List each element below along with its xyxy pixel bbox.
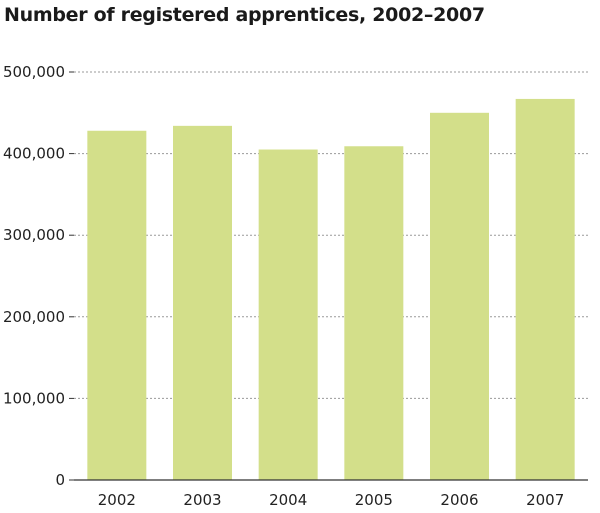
y-tick-label: 500,000 — [3, 63, 65, 81]
bar — [344, 146, 404, 481]
x-tick-label: 2005 — [355, 491, 393, 509]
bar — [258, 149, 318, 480]
y-tick-label: 300,000 — [3, 226, 65, 244]
y-tick-label: 200,000 — [3, 308, 65, 326]
y-axis: 0 100,000 200,000 300,000 400,000 500,000 — [3, 63, 74, 489]
bars — [87, 98, 575, 481]
bar — [87, 130, 147, 480]
bar — [173, 125, 232, 480]
x-axis: 2002 2003 2004 2005 2006 2007 — [74, 479, 588, 509]
x-tick-label: 2006 — [440, 491, 478, 509]
y-tick-label: 0 — [55, 471, 65, 489]
y-tick-label: 100,000 — [3, 389, 65, 407]
bar — [430, 112, 489, 481]
y-tick-label: 400,000 — [3, 145, 65, 163]
x-tick-label: 2007 — [526, 491, 564, 509]
x-tick-label: 2003 — [183, 491, 221, 509]
chart-title: Number of registered apprentices, 2002–2… — [4, 4, 485, 26]
bar — [515, 98, 575, 480]
gridlines — [74, 71, 588, 399]
x-tick-label: 2002 — [98, 491, 136, 509]
x-tick-label: 2004 — [269, 491, 307, 509]
